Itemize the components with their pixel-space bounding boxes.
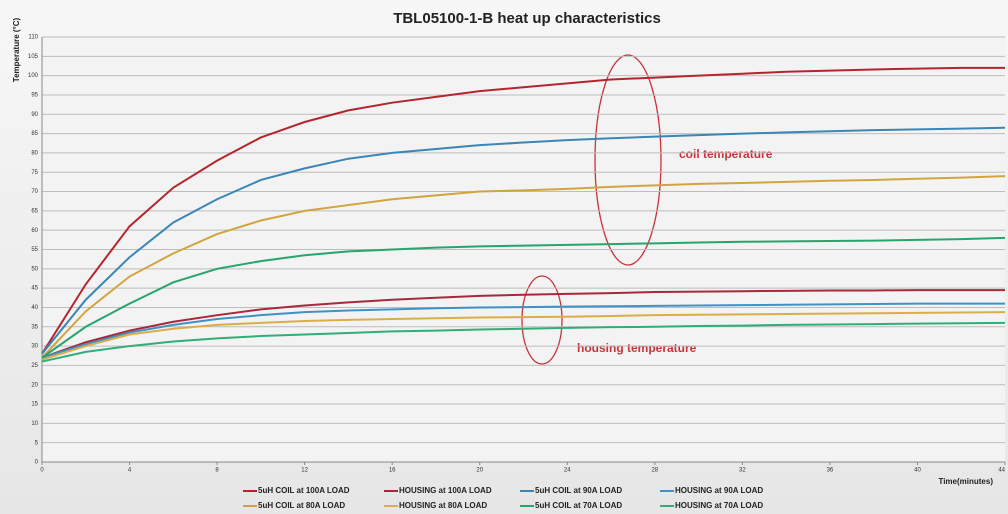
y-tick-label: 70	[31, 189, 38, 195]
y-tick-label: 80	[31, 150, 38, 156]
series-line	[41, 321, 1006, 363]
y-axis-label: Temperature (°C)	[12, 17, 21, 82]
x-tick-label: 20	[476, 468, 483, 474]
series-line	[41, 66, 1005, 355]
legend-label: 5uH COIL at 80A LOAD	[258, 501, 345, 510]
x-tick-label: 8	[215, 468, 219, 474]
y-tick-label: 110	[28, 35, 38, 41]
x-tick-label: 40	[914, 468, 921, 474]
x-tick-label: 24	[564, 468, 571, 474]
chart-title: TBL05100-1-B heat up characteristics	[393, 10, 661, 27]
coil-ellipse	[594, 54, 662, 266]
annotation: housing temperature	[577, 341, 697, 355]
y-tick-label: 5	[35, 440, 39, 446]
y-tick-label: 100	[28, 73, 39, 79]
x-tick-label: 16	[389, 468, 396, 474]
x-tick-label: 0	[40, 468, 44, 474]
x-tick-label: 44	[998, 468, 1005, 474]
x-tick-label: 4	[128, 468, 132, 474]
annotation: coil temperature	[679, 147, 773, 161]
y-tick-label: 15	[31, 402, 38, 408]
y-tick-label: 40	[31, 305, 38, 311]
y-tick-label: 105	[28, 54, 39, 60]
x-tick-label: 32	[739, 468, 746, 474]
y-tick-label: 90	[31, 112, 38, 118]
y-tick-label: 25	[31, 363, 38, 369]
y-tick-label: 75	[31, 170, 38, 176]
y-tick-label: 30	[31, 344, 38, 350]
series-line	[41, 126, 1006, 355]
y-tick-label: 35	[31, 324, 38, 330]
y-tick-label: 20	[31, 382, 38, 388]
x-tick-label: 36	[827, 468, 834, 474]
y-tick-label: 55	[31, 247, 38, 253]
legend-label: HOUSING at 70A LOAD	[675, 501, 763, 510]
legend-label: 5uH COIL at 100A LOAD	[258, 486, 350, 495]
y-tick-label: 0	[35, 460, 39, 466]
series-line	[41, 311, 1006, 361]
series-line	[41, 289, 1005, 359]
y-tick-label: 65	[31, 208, 38, 214]
y-tick-label: 10	[31, 421, 38, 427]
y-tick-label: 60	[31, 228, 38, 234]
y-tick-label: 95	[31, 93, 38, 99]
y-tick-label: 85	[31, 131, 38, 137]
housing-ellipse	[521, 275, 563, 365]
legend-label: HOUSING at 90A LOAD	[675, 486, 763, 495]
x-tick-label: 28	[651, 468, 658, 474]
legend-label: HOUSING at 80A LOAD	[399, 501, 487, 510]
y-tick-label: 50	[31, 266, 38, 272]
legend-label: 5uH COIL at 90A LOAD	[535, 486, 622, 495]
x-tick-label: 12	[301, 468, 308, 474]
legend-label: HOUSING at 100A LOAD	[399, 486, 492, 495]
series-line	[41, 175, 1006, 359]
series-line	[41, 302, 1005, 359]
y-tick-label: 45	[31, 286, 38, 292]
x-axis-label: Time(minutes)	[938, 477, 993, 486]
series-line	[41, 236, 1006, 359]
legend-label: 5uH COIL at 70A LOAD	[535, 501, 622, 510]
